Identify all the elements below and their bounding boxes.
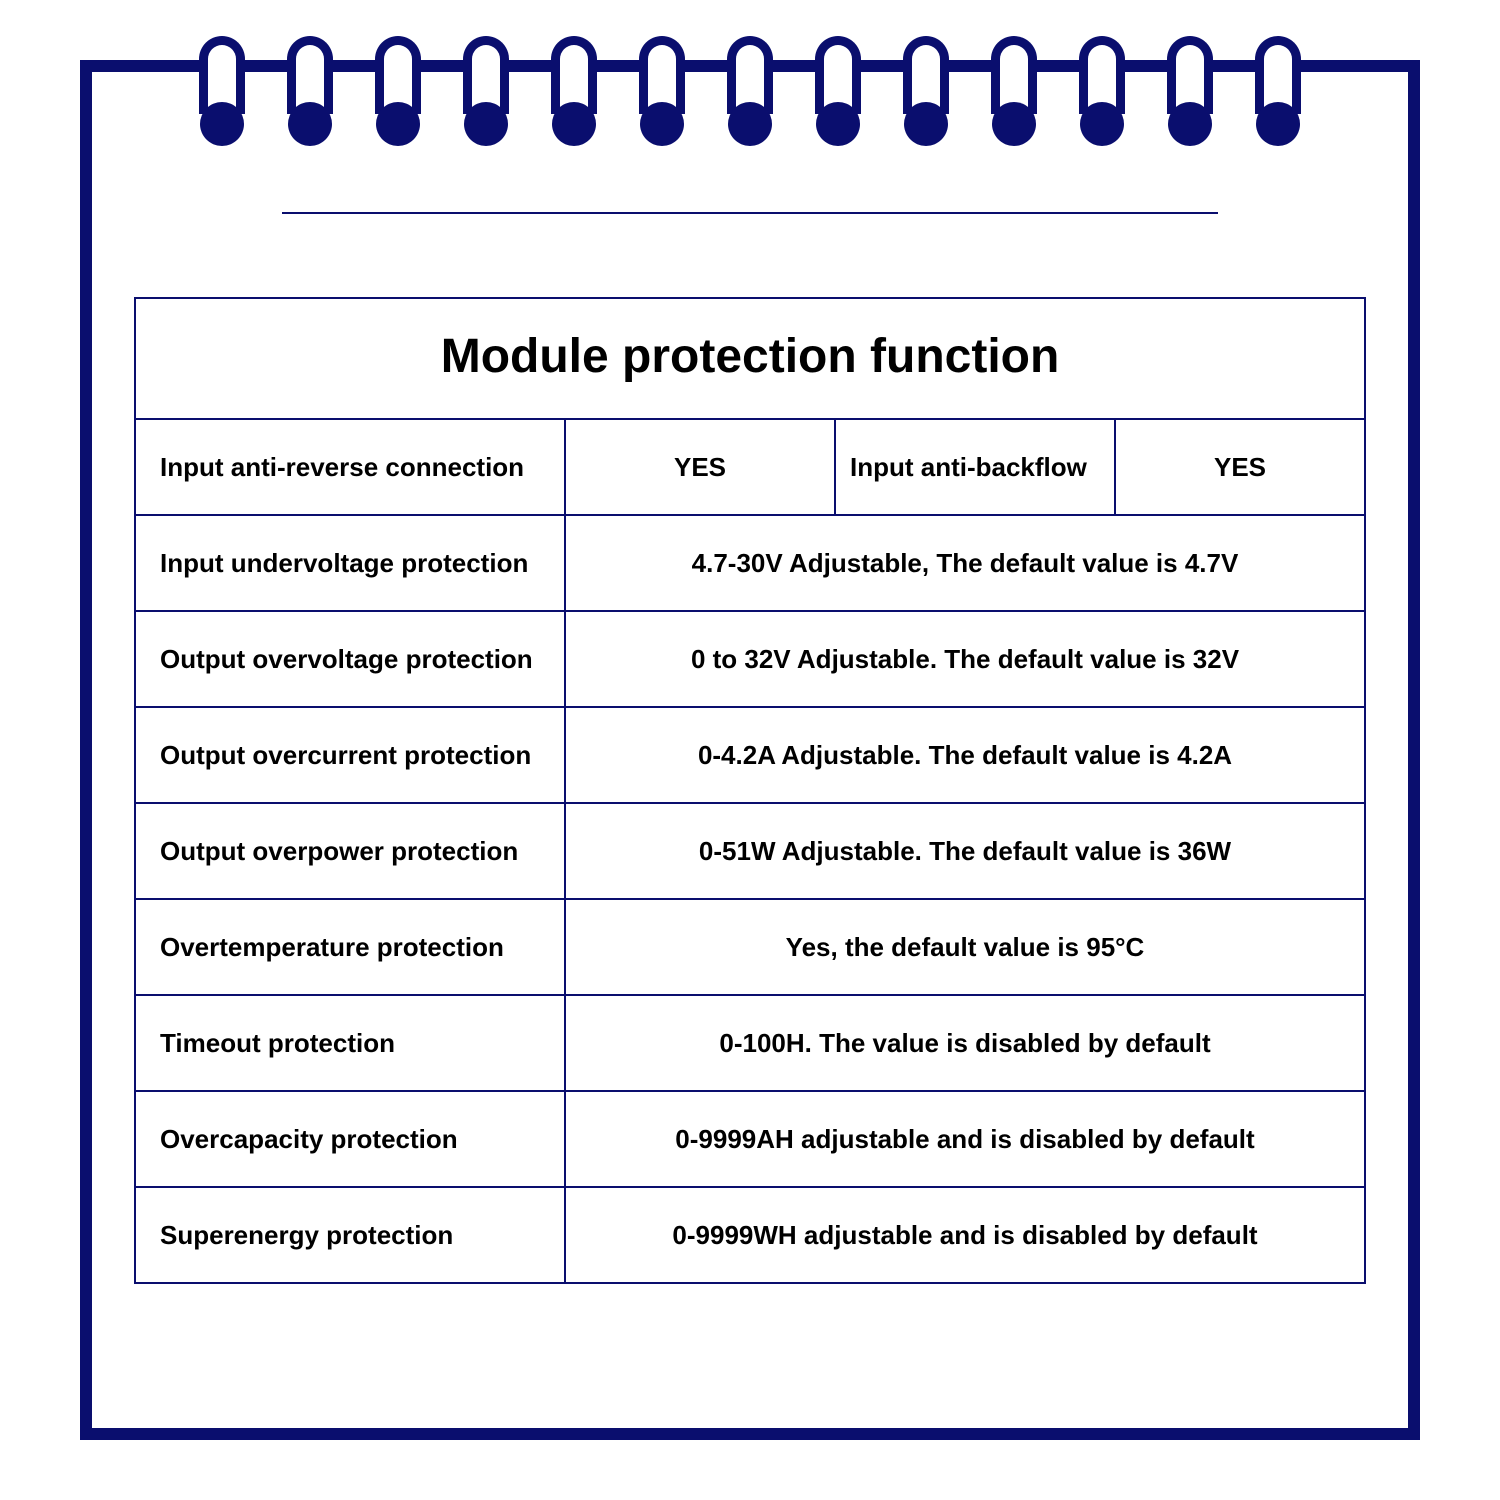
row-label: Output overvoltage protection: [135, 611, 565, 707]
row-label: Input undervoltage protection: [135, 515, 565, 611]
row-label: Timeout protection: [135, 995, 565, 1091]
row1-value-a: YES: [565, 419, 835, 515]
spiral-ring: [372, 36, 424, 146]
divider-line: [282, 212, 1218, 214]
spiral-ring: [636, 36, 688, 146]
table-container: Module protection function Input anti-re…: [134, 297, 1366, 1284]
row-label: Superenergy protection: [135, 1187, 565, 1283]
row-value: 0-9999WH adjustable and is disabled by d…: [565, 1187, 1365, 1283]
row-value: Yes, the default value is 95°C: [565, 899, 1365, 995]
row-value: 0-4.2A Adjustable. The default value is …: [565, 707, 1365, 803]
table-title: Module protection function: [135, 298, 1365, 419]
table-row: Overtemperature protectionYes, the defau…: [135, 899, 1365, 995]
row-value: 0-51W Adjustable. The default value is 3…: [565, 803, 1365, 899]
table-row: Output overcurrent protection0-4.2A Adju…: [135, 707, 1365, 803]
row-value: 4.7-30V Adjustable, The default value is…: [565, 515, 1365, 611]
spiral-binding: [92, 36, 1408, 146]
spiral-ring: [988, 36, 1040, 146]
row1-label-b: Input anti-backflow: [835, 419, 1115, 515]
spiral-ring: [548, 36, 600, 146]
table-row: Input anti-reverse connection YES Input …: [135, 419, 1365, 515]
table-row: Superenergy protection0-9999WH adjustabl…: [135, 1187, 1365, 1283]
row-label: Overcapacity protection: [135, 1091, 565, 1187]
row1-label-a: Input anti-reverse connection: [135, 419, 565, 515]
spiral-ring: [284, 36, 336, 146]
protection-table: Module protection function Input anti-re…: [134, 297, 1366, 1284]
row-value: 0-100H. The value is disabled by default: [565, 995, 1365, 1091]
table-row: Output overvoltage protection0 to 32V Ad…: [135, 611, 1365, 707]
row-label: Overtemperature protection: [135, 899, 565, 995]
spiral-ring: [724, 36, 776, 146]
spiral-ring: [460, 36, 512, 146]
row-value: 0-9999AH adjustable and is disabled by d…: [565, 1091, 1365, 1187]
row-label: Output overpower protection: [135, 803, 565, 899]
row1-value-b: YES: [1115, 419, 1365, 515]
spiral-ring: [812, 36, 864, 146]
table-row: Input undervoltage protection4.7-30V Adj…: [135, 515, 1365, 611]
row-label: Output overcurrent protection: [135, 707, 565, 803]
table-row: Overcapacity protection0-9999AH adjustab…: [135, 1091, 1365, 1187]
row-value: 0 to 32V Adjustable. The default value i…: [565, 611, 1365, 707]
table-row: Output overpower protection0-51W Adjusta…: [135, 803, 1365, 899]
notepad-frame: Module protection function Input anti-re…: [80, 60, 1420, 1440]
spiral-ring: [900, 36, 952, 146]
spiral-ring: [1076, 36, 1128, 146]
table-body: Input undervoltage protection4.7-30V Adj…: [135, 515, 1365, 1283]
table-row: Timeout protection0-100H. The value is d…: [135, 995, 1365, 1091]
spiral-ring: [1164, 36, 1216, 146]
spiral-ring: [1252, 36, 1304, 146]
spiral-ring: [196, 36, 248, 146]
